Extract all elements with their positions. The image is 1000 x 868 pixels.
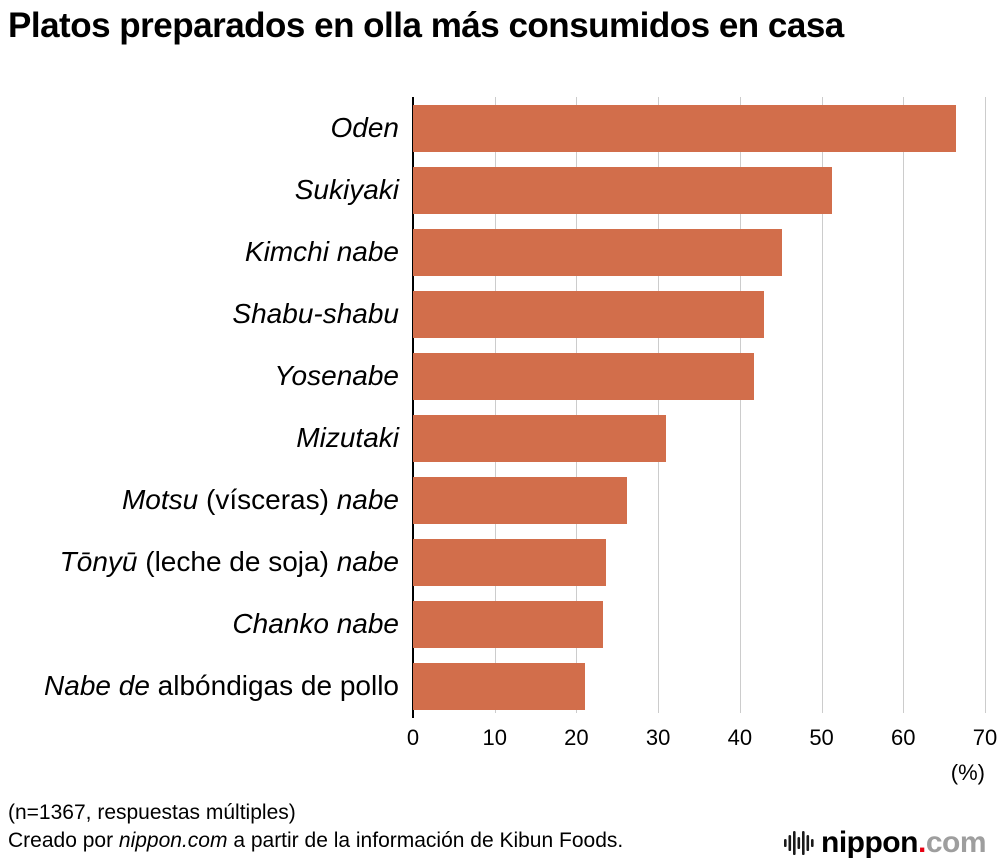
x-axis-unit-label: (%) — [950, 760, 985, 785]
bar — [413, 290, 764, 338]
x-tick-label: 20 — [564, 725, 589, 750]
chart-row: Kimchi nabe — [0, 221, 1000, 283]
x-tick-label: 70 — [972, 725, 998, 750]
chart-row: Nabe de albóndigas de pollo — [0, 655, 1000, 717]
category-label: Sukiyaki — [294, 174, 399, 205]
gridline — [658, 97, 660, 713]
gridlines — [413, 97, 986, 713]
bar-track — [413, 166, 985, 214]
bar — [413, 476, 628, 524]
chart-row: Tōnyū (leche de soja) nabe — [0, 531, 1000, 593]
x-tick-label: 50 — [809, 725, 834, 750]
chart-title: Platos preparados en olla más consumidos… — [8, 6, 844, 45]
chart-row: Motsu (vísceras) nabe — [0, 469, 1000, 531]
bar — [413, 104, 956, 152]
gridline — [903, 97, 905, 713]
bar-track — [413, 104, 985, 152]
chart-row: Chanko nabe — [0, 593, 1000, 655]
category-label: Kimchi nabe — [244, 236, 399, 267]
bar-track — [413, 414, 985, 462]
bar-track — [413, 662, 985, 710]
x-tick-label: 40 — [727, 725, 753, 750]
gridline — [576, 97, 578, 713]
category-label: Tōnyū (leche de soja) nabe — [59, 546, 399, 577]
category-label: Motsu (vísceras) nabe — [121, 484, 399, 515]
x-tick-label: 60 — [891, 725, 916, 750]
logo-nippon: nippon — [821, 826, 918, 859]
x-tick-label: 10 — [482, 725, 507, 750]
chart-row: Oden — [0, 97, 1000, 159]
equalizer-bars-icon — [784, 831, 814, 855]
category-label: Nabe de albóndigas de pollo — [44, 670, 399, 701]
credit-note: Creado por nippon.com a partir de la inf… — [8, 829, 624, 852]
bar — [413, 166, 833, 214]
logo-text: nippon.com — [821, 826, 987, 860]
logo-com: com — [925, 826, 987, 859]
bar — [413, 538, 606, 586]
bar-track — [413, 352, 985, 400]
x-tick-label: 0 — [406, 725, 420, 750]
bar-track — [413, 538, 985, 586]
category-label: Yosenabe — [274, 360, 399, 391]
gridline — [821, 97, 823, 713]
footnote: (n=1367, respuestas múltiples) Creado po… — [8, 799, 623, 855]
nippon-logo: nippon.com — [784, 826, 987, 860]
category-label: Mizutaki — [296, 422, 399, 453]
chart-row: Mizutaki — [0, 407, 1000, 469]
x-tick-label: 30 — [645, 725, 671, 750]
bar — [413, 352, 754, 400]
chart-row: Sukiyaki — [0, 159, 1000, 221]
logo-dot: . — [917, 826, 926, 859]
bar — [413, 228, 783, 276]
bar-track — [413, 476, 985, 524]
category-label: Chanko nabe — [232, 608, 399, 639]
gridline — [985, 97, 986, 713]
chart-row: Shabu-shabu — [0, 283, 1000, 345]
gridline — [739, 97, 741, 713]
bar — [413, 414, 667, 462]
bar-track — [413, 228, 985, 276]
y-axis-line — [412, 97, 414, 718]
bar-chart: Oden Sukiyaki Kimchi nabe Shabu-shabu Yosena… — [0, 97, 1000, 797]
category-label: Oden — [330, 112, 400, 143]
category-label: Shabu-shabu — [232, 298, 399, 329]
sample-note: (n=1367, respuestas múltiples) — [8, 801, 296, 824]
bar — [413, 600, 604, 648]
chart-row: Yosenabe — [0, 345, 1000, 407]
gridline — [494, 97, 496, 713]
bar — [413, 662, 586, 710]
chart-rows: Oden Sukiyaki Kimchi nabe Shabu-shabu Yosena… — [0, 97, 1000, 717]
x-axis-ticks: 0 10 20 30 40 50 60 70 — [407, 725, 997, 753]
bar-track — [413, 600, 985, 648]
bar-track — [413, 290, 985, 338]
